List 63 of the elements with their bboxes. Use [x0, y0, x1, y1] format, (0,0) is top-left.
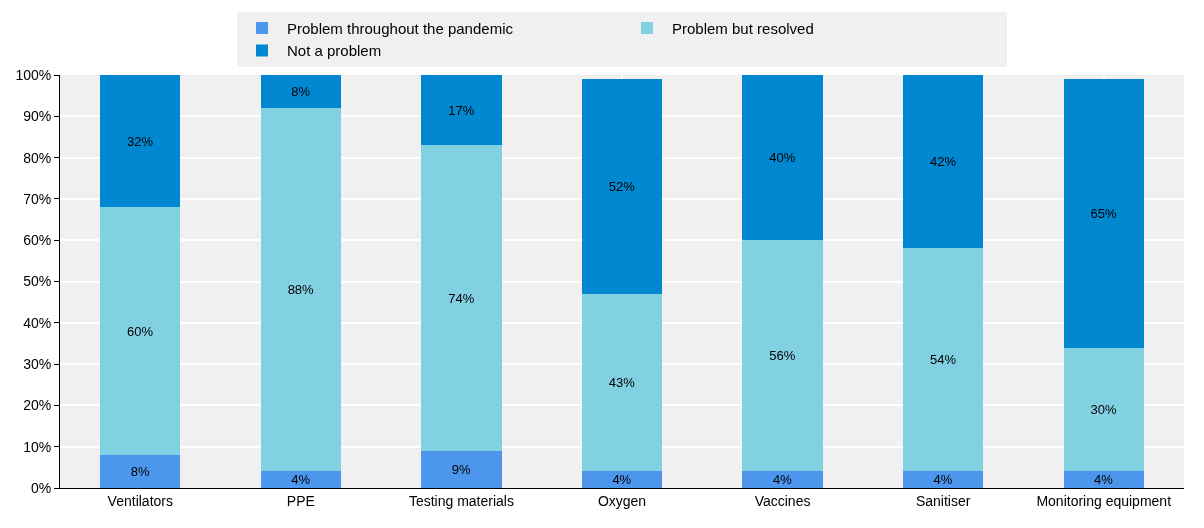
data-label: 30%	[1090, 402, 1117, 418]
y-tick-label: 80%	[23, 149, 52, 166]
bar	[581, 79, 663, 294]
bar	[421, 75, 502, 146]
y-tick-label: 60%	[23, 232, 52, 249]
data-label: 60%	[127, 323, 154, 339]
bar	[581, 293, 663, 472]
bar	[742, 240, 823, 472]
x-tick-label: Monitoring equipment	[1036, 492, 1172, 509]
data-label: 65%	[1090, 205, 1117, 221]
x-tick-label: Testing materials	[408, 492, 514, 509]
data-label: 4%	[612, 472, 632, 488]
legend-label: Problem but resolved	[672, 19, 814, 37]
legend-label: Problem throughout the pandemic	[287, 19, 514, 37]
y-tick-label: 50%	[23, 273, 52, 290]
y-tick-label: 30%	[23, 356, 52, 372]
data-label: 54%	[929, 352, 957, 368]
data-label: 8%	[291, 84, 311, 100]
x-tick-label: Oxygen	[597, 492, 647, 509]
y-tick-label: 90%	[23, 108, 52, 125]
y-tick-label: 20%	[23, 397, 52, 414]
y-tick-label: 40%	[23, 314, 52, 331]
bar	[742, 471, 823, 488]
bar	[1063, 347, 1144, 472]
legend-label: Not a problem	[287, 42, 382, 60]
bar	[1063, 471, 1144, 488]
data-label: 40%	[769, 150, 796, 166]
bar	[581, 471, 663, 488]
data-label: 56%	[769, 348, 796, 364]
data-label: 74%	[448, 290, 475, 306]
data-label: 52%	[608, 179, 636, 195]
data-label: 32%	[127, 133, 154, 149]
data-label: 4%	[1094, 472, 1114, 488]
data-label: 4%	[772, 472, 793, 488]
x-tick-label: Ventilators	[107, 492, 173, 509]
bar	[903, 75, 984, 249]
bar	[100, 207, 181, 455]
bar	[100, 75, 181, 208]
bar	[421, 450, 502, 488]
bar	[260, 108, 341, 472]
y-tick-label: 10%	[23, 438, 52, 455]
y-tick-label: 70%	[23, 190, 52, 207]
x-tick-label: Vaccines	[754, 492, 811, 509]
data-label: 4%	[933, 472, 953, 488]
bar	[742, 75, 823, 241]
bar	[260, 471, 341, 488]
y-tick-label: 100%	[15, 66, 52, 83]
data-label: 88%	[287, 282, 315, 298]
data-label: 9%	[451, 461, 472, 477]
data-label: 8%	[130, 463, 150, 479]
bar	[260, 75, 341, 109]
bar	[421, 145, 502, 451]
bar	[903, 248, 984, 472]
bar	[100, 454, 181, 488]
bar	[1063, 79, 1144, 348]
bar	[903, 471, 984, 488]
x-tick-label: PPE	[286, 492, 315, 509]
x-tick-label: Sanitiser	[915, 492, 971, 509]
y-tick-label: 0%	[30, 479, 52, 496]
data-label: 17%	[448, 102, 475, 118]
data-label: 42%	[929, 154, 957, 170]
data-label: 43%	[608, 375, 636, 391]
data-label: 4%	[291, 472, 311, 488]
